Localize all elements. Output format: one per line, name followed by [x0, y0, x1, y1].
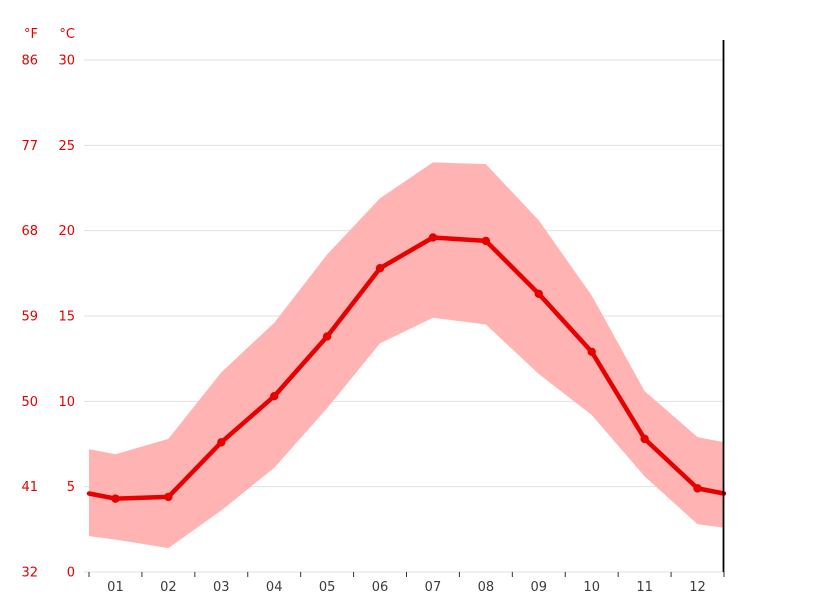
y-axis-label-fahrenheit: 59: [21, 310, 38, 325]
data-point-month-08: [481, 236, 491, 246]
x-axis-label-month: 10: [583, 580, 600, 595]
x-axis-label-month: 05: [319, 580, 336, 595]
y-axis-label-fahrenheit: 32: [21, 566, 38, 581]
y-axis-label-celsius: 20: [58, 224, 75, 239]
y-axis-label-celsius: 15: [58, 310, 75, 325]
data-point-month-07: [428, 233, 438, 242]
celsius-unit-label: °C: [59, 27, 75, 42]
x-axis-label-month: 09: [531, 580, 548, 595]
y-axis-label-fahrenheit: 68: [21, 224, 38, 239]
y-axis-label-fahrenheit: 41: [21, 480, 38, 495]
y-axis-label-fahrenheit: 86: [21, 54, 38, 69]
x-axis-label-month: 08: [478, 580, 495, 595]
x-axis-label-month: 01: [107, 580, 124, 595]
x-axis-label-month: 04: [266, 580, 283, 595]
data-point-month-06: [375, 264, 385, 273]
data-point-month-02: [164, 492, 173, 502]
y-axis-label-celsius: 5: [67, 480, 75, 495]
y-axis-label-celsius: 10: [58, 395, 75, 410]
x-axis-label-month: 12: [689, 580, 706, 595]
x-axis-label-month: 03: [213, 580, 230, 595]
data-point-month-12: [693, 484, 702, 493]
data-point-month-09: [534, 289, 543, 299]
x-axis-label-month: 11: [636, 580, 653, 595]
y-axis-label-celsius: 30: [58, 54, 75, 69]
data-point-month-10: [587, 347, 596, 357]
average-temperature-line: [86, 235, 727, 501]
x-axis-label-month: 06: [372, 580, 389, 595]
y-axis-label-celsius: 0: [67, 566, 75, 581]
data-point-month-11: [640, 434, 649, 444]
data-point-month-01: [111, 494, 120, 503]
temperature-range-band: [89, 162, 724, 549]
fahrenheit-unit-label: °F: [24, 27, 38, 42]
data-point-month-05: [322, 332, 332, 341]
y-axis-label-fahrenheit: 77: [21, 139, 38, 154]
y-axis-label-celsius: 25: [58, 139, 75, 154]
y-axis-label-fahrenheit: 50: [21, 395, 38, 410]
data-point-month-03: [217, 438, 226, 447]
x-axis-label-month: 02: [160, 580, 177, 595]
x-axis-label-month: 07: [425, 580, 442, 595]
data-point-month-04: [270, 392, 279, 401]
